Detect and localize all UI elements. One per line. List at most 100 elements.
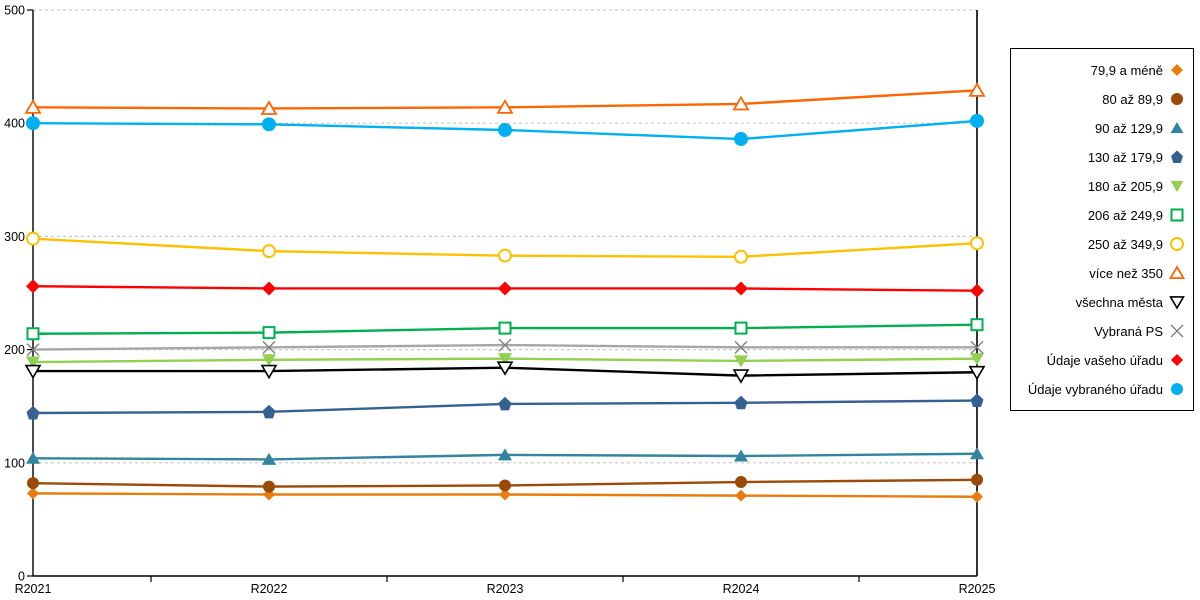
diamond-marker-icon [262,281,276,296]
legend-item-label: Vybraná PS [1094,323,1163,339]
square-open-marker-icon [498,321,512,335]
legend-marker [1170,208,1184,222]
series-6 [26,318,984,341]
triangle-marker-icon [261,452,277,465]
triangle-open-marker-icon [968,82,986,97]
legend-marker [1170,237,1184,251]
triangle-marker-icon [25,451,41,464]
y-axis-label: 500 [4,4,25,18]
triangle-down-marker-icon [733,355,749,368]
legend-item-label: 250 až 349,9 [1087,236,1163,252]
legend-marker [1169,265,1185,279]
triangle-down-open-marker-icon [260,364,278,380]
y-axis-label: 400 [4,117,25,131]
triangle-marker-icon [969,447,985,460]
legend: 79,9 a méně 80 až 89,9 90 až 129,9 130 až 1… [1010,48,1194,411]
triangle-open-marker-icon [24,99,42,114]
diamond-marker-icon [734,281,748,296]
circle-marker-icon [1171,93,1183,105]
legend-item-label: všechna města [1075,294,1163,310]
legend-marker [1171,383,1183,395]
legend-marker [1170,122,1184,134]
legend-item-label: Údaje vybraného úřadu [1027,381,1163,397]
circle-marker-icon [263,480,275,493]
diamond-marker-icon [498,281,512,296]
legend-item: 80 až 89,9 [1015,85,1185,114]
legend-item-label: 90 až 129,9 [1095,120,1163,136]
series-9 [24,361,986,384]
triangle-down-marker-icon [969,353,985,366]
circle-open-marker-icon [26,231,40,246]
diamond-marker-icon [499,488,511,501]
legend-item-label: Údaje vašeho úřadu [1046,352,1163,368]
triangle-open-marker-icon [1169,265,1185,279]
triangle-marker-icon [497,448,513,461]
x-marker-icon [734,340,748,354]
triangle-down-marker-icon [497,353,513,366]
series-3 [25,447,985,465]
triangle-marker-icon [1170,122,1184,134]
triangle-down-open-marker-icon [24,364,42,380]
series-8 [24,82,986,115]
legend-item-label: 180 až 205,9 [1087,178,1163,194]
y-axis-label: 0 [18,570,25,584]
triangle-down-open-marker-icon [968,365,986,381]
triangle-open-marker-icon [732,95,750,111]
legend-item-label: více než 350 [1089,265,1163,281]
legend-item: 90 až 129,9 [1015,114,1185,143]
circle-open-marker-icon [970,236,984,251]
circle-open-marker-icon [1170,237,1184,251]
legend-item: Údaje vašeho úřadu [1015,346,1185,375]
triangle-down-marker-icon [1170,180,1184,192]
square-open-marker-icon [734,321,748,335]
x-marker-icon [262,340,276,354]
square-open-marker-icon [262,326,276,340]
legend-item-label: 80 až 89,9 [1102,91,1163,107]
circle-open-marker-icon [498,248,512,263]
circle-open-marker-icon [734,249,748,264]
series-10 [26,338,984,357]
triangle-down-marker-icon [25,356,41,369]
square-open-marker-icon [1170,208,1184,222]
pentagon-marker-icon [498,396,512,411]
legend-item: Vybraná PS [1015,317,1185,346]
series-5 [25,353,985,369]
x-marker-icon [26,343,40,357]
x-axis-label: R2021 [15,582,52,596]
series-11 [26,279,984,298]
triangle-marker-icon [733,449,749,462]
diamond-marker-icon [26,279,40,294]
legend-marker [1171,93,1183,105]
x-axis-label: R2024 [723,582,760,596]
triangle-down-open-marker-icon [496,361,514,376]
x-axis-label: R2022 [251,582,288,596]
pentagon-marker-icon [26,405,40,420]
x-axis-label: R2025 [959,582,996,596]
legend-marker [1170,324,1184,338]
y-axis-label: 100 [4,456,25,470]
diamond-marker-icon [970,283,984,298]
y-axis-label: 300 [4,230,25,244]
circle-marker-icon [1171,383,1183,395]
pentagon-marker-icon [262,404,276,419]
circle-marker-icon [734,132,748,147]
circle-marker-icon [499,479,511,492]
legend-item: více než 350 [1015,259,1185,288]
legend-marker [1171,150,1183,163]
x-axis-label: R2023 [487,582,524,596]
square-open-marker-icon [26,327,40,341]
pentagon-marker-icon [734,395,748,410]
legend-item-label: 130 až 179,9 [1087,149,1163,165]
diamond-marker-icon [971,490,983,503]
y-axis-label: 200 [4,343,25,357]
legend-item: všechna města [1015,288,1185,317]
series-7 [26,231,984,264]
x-marker-icon [498,338,512,352]
legend-item: 130 až 179,9 [1015,143,1185,172]
series-4 [26,393,984,420]
pentagon-marker-icon [1171,150,1183,163]
triangle-open-marker-icon [496,99,514,114]
legend-marker [1170,180,1184,192]
